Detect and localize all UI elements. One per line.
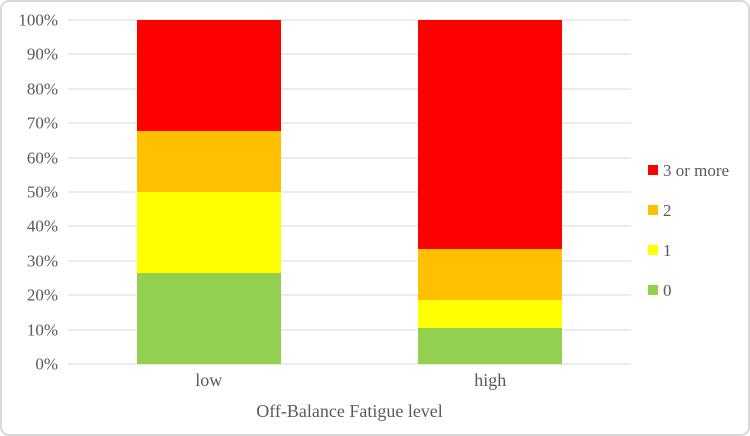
y-tick-label: 100% bbox=[18, 10, 58, 30]
legend-label: 0 bbox=[663, 280, 672, 300]
x-tick-label-low: low bbox=[195, 370, 223, 390]
gridline bbox=[68, 122, 631, 124]
y-tick-label: 0% bbox=[35, 354, 58, 374]
y-tick-label: 40% bbox=[26, 216, 58, 236]
segment-low-3 or more bbox=[136, 20, 281, 132]
gridline bbox=[68, 363, 631, 365]
gridline bbox=[68, 225, 631, 227]
plot-area bbox=[68, 19, 631, 365]
gridline bbox=[68, 19, 631, 21]
y-tick-label: 20% bbox=[26, 285, 58, 305]
legend-label: 1 bbox=[663, 240, 672, 260]
bar-high bbox=[418, 20, 563, 364]
segment-low-1 bbox=[136, 192, 281, 273]
y-tick-label: 60% bbox=[26, 148, 58, 168]
y-tick-label: 70% bbox=[26, 113, 58, 133]
legend-item-0: 0 bbox=[648, 280, 729, 300]
y-tick-label: 10% bbox=[26, 320, 58, 340]
x-tick-label-high: high bbox=[474, 370, 507, 390]
x-axis-title: Off-Balance Fatigue level bbox=[256, 401, 443, 421]
segment-high-1 bbox=[418, 299, 563, 329]
legend-item-2: 2 bbox=[648, 200, 729, 220]
y-tick-label: 90% bbox=[26, 44, 58, 64]
segment-high-3 or more bbox=[418, 20, 563, 250]
y-axis: 0% 10% 20% 30% 40% 50% 60% 70% 80% 90% 100% bbox=[2, 12, 58, 373]
gridline bbox=[68, 53, 631, 55]
segment-high-2 bbox=[418, 249, 563, 300]
y-tick-label: 50% bbox=[26, 182, 58, 202]
y-tick-label: 80% bbox=[26, 79, 58, 99]
legend-marker-icon bbox=[648, 205, 658, 215]
legend-marker-icon bbox=[648, 245, 658, 255]
legend: 3 or more 2 1 0 bbox=[648, 160, 729, 320]
legend-marker-icon bbox=[648, 165, 658, 175]
gridline bbox=[68, 294, 631, 296]
legend-item-1: 1 bbox=[648, 240, 729, 260]
segment-low-2 bbox=[136, 131, 281, 193]
y-tick-label: 30% bbox=[26, 251, 58, 271]
legend-marker-icon bbox=[648, 285, 658, 295]
gridline bbox=[68, 260, 631, 262]
gridline bbox=[68, 157, 631, 159]
segment-low-0 bbox=[136, 272, 281, 364]
legend-label: 3 or more bbox=[663, 160, 730, 180]
gridline bbox=[68, 88, 631, 90]
bar-low bbox=[136, 20, 281, 364]
gridline bbox=[68, 191, 631, 193]
gridline bbox=[68, 329, 631, 331]
legend-label: 2 bbox=[663, 200, 672, 220]
legend-item-3 or more: 3 or more bbox=[648, 160, 729, 180]
x-axis: low high bbox=[68, 370, 631, 394]
segment-high-0 bbox=[418, 328, 563, 364]
